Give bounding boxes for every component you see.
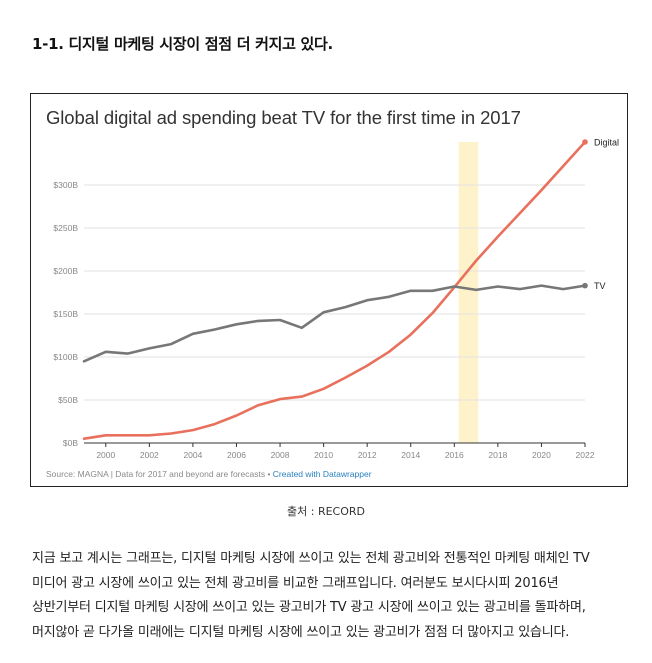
highlight-band bbox=[458, 142, 479, 443]
chart-source: Source: MAGNA | Data for 2017 and beyond… bbox=[46, 469, 372, 479]
body-paragraph: 지금 보고 계시는 그래프는, 디지털 마케팅 시장에 쓰이고 있는 전체 광고… bbox=[32, 547, 632, 645]
x-tick-label: 2014 bbox=[401, 450, 420, 460]
series-label: Digital bbox=[594, 138, 619, 148]
chart-title: Global digital ad spending beat TV for t… bbox=[46, 107, 521, 128]
body-line: 지금 보고 계시는 그래프는, 디지털 마케팅 시장에 쓰이고 있는 전체 광고… bbox=[32, 551, 590, 566]
section-heading: 1-1. 디지털 마케팅 시장이 점점 더 커지고 있다. bbox=[32, 35, 333, 53]
x-tick-label: 2016 bbox=[445, 450, 464, 460]
body-line: 머지않아 곧 다가올 미래에는 디지털 마케팅 시장에 쓰이고 있는 광고비가 … bbox=[32, 624, 570, 640]
y-tick-label: $200B bbox=[53, 266, 78, 276]
y-tick-label: $50B bbox=[58, 395, 78, 405]
series-end-point bbox=[582, 139, 588, 145]
y-tick-label: $250B bbox=[53, 223, 78, 233]
source-separator: • bbox=[265, 469, 273, 479]
series-line-tv bbox=[82, 284, 587, 363]
x-tick-label: 2008 bbox=[271, 450, 290, 460]
x-tick-label: 2018 bbox=[488, 450, 507, 460]
chart-figure: Global digital ad spending beat TV for t… bbox=[30, 93, 628, 487]
x-tick-label: 2022 bbox=[576, 450, 595, 460]
x-tick-label: 2002 bbox=[140, 450, 159, 460]
y-tick-label: $0B bbox=[63, 438, 78, 448]
y-tick-label: $150B bbox=[53, 309, 78, 319]
x-tick-label: 2004 bbox=[183, 450, 202, 460]
source-text: Source: MAGNA | Data for 2017 and beyond… bbox=[46, 469, 266, 479]
series-line-digital bbox=[82, 140, 587, 441]
series-label: TV bbox=[594, 281, 606, 291]
x-tick-label: 2012 bbox=[358, 450, 377, 460]
y-tick-label: $100B bbox=[53, 352, 78, 362]
body-line: 미디어 광고 시장에 쓰이고 있는 전체 광고비를 비교한 그래프입니다. 여러… bbox=[32, 575, 559, 591]
x-tick-label: 2006 bbox=[227, 450, 246, 460]
datawrapper-link[interactable]: Created with Datawrapper bbox=[272, 469, 372, 479]
line-chart: $0B $50B $100B $150B $200B $250B $300B 2000 2002… bbox=[53, 138, 619, 461]
series-end-point bbox=[582, 282, 588, 289]
y-tick-label: $300B bbox=[53, 180, 78, 190]
x-tick-label: 2000 bbox=[96, 450, 115, 460]
figure-caption: 출처 : RECORD bbox=[287, 505, 365, 518]
body-line: 상반기부터 디지털 마케팅 시장에 쓰이고 있는 광고비가 TV 광고 시장에 … bbox=[32, 600, 586, 615]
x-tick-label: 2010 bbox=[314, 450, 333, 460]
x-tick-label: 2020 bbox=[532, 450, 551, 460]
